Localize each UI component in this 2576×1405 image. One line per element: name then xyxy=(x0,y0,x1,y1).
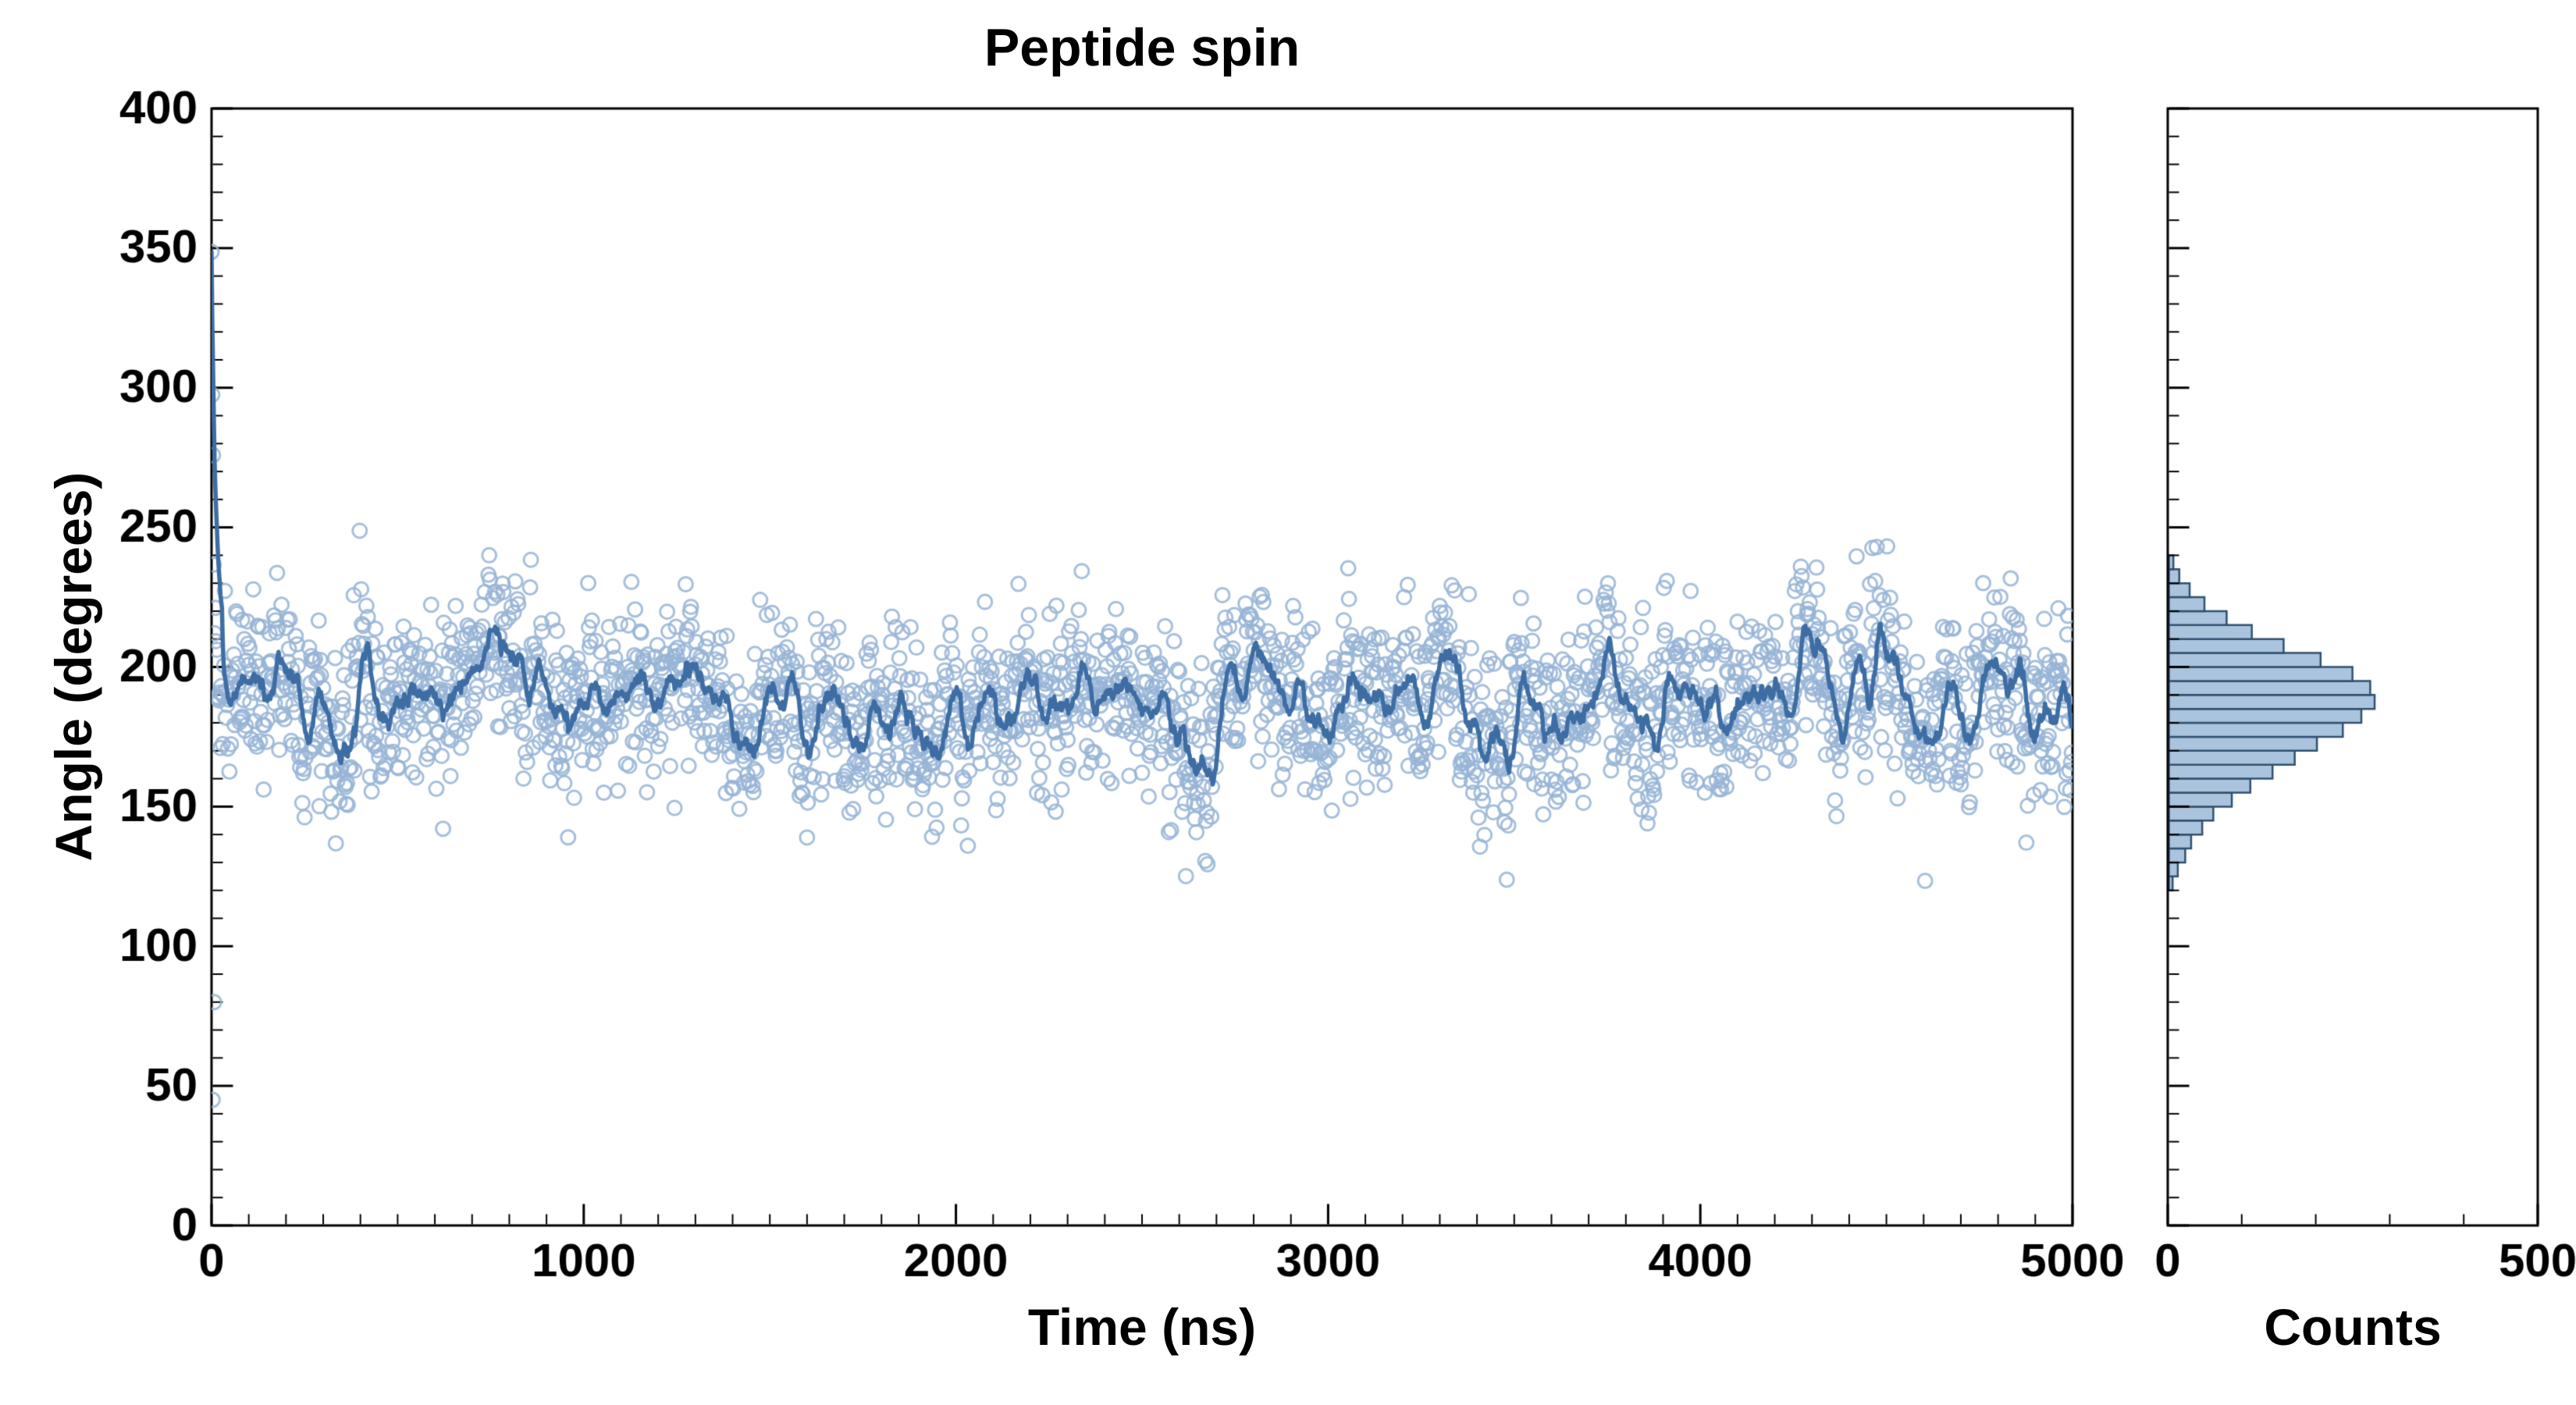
x-axis-label-counts: Counts xyxy=(2264,1298,2442,1356)
x-axis-label-time: Time (ns) xyxy=(1027,1298,1257,1356)
y-axis-label: Angle (degrees) xyxy=(44,471,102,862)
chart-title: Peptide spin xyxy=(984,18,1300,77)
